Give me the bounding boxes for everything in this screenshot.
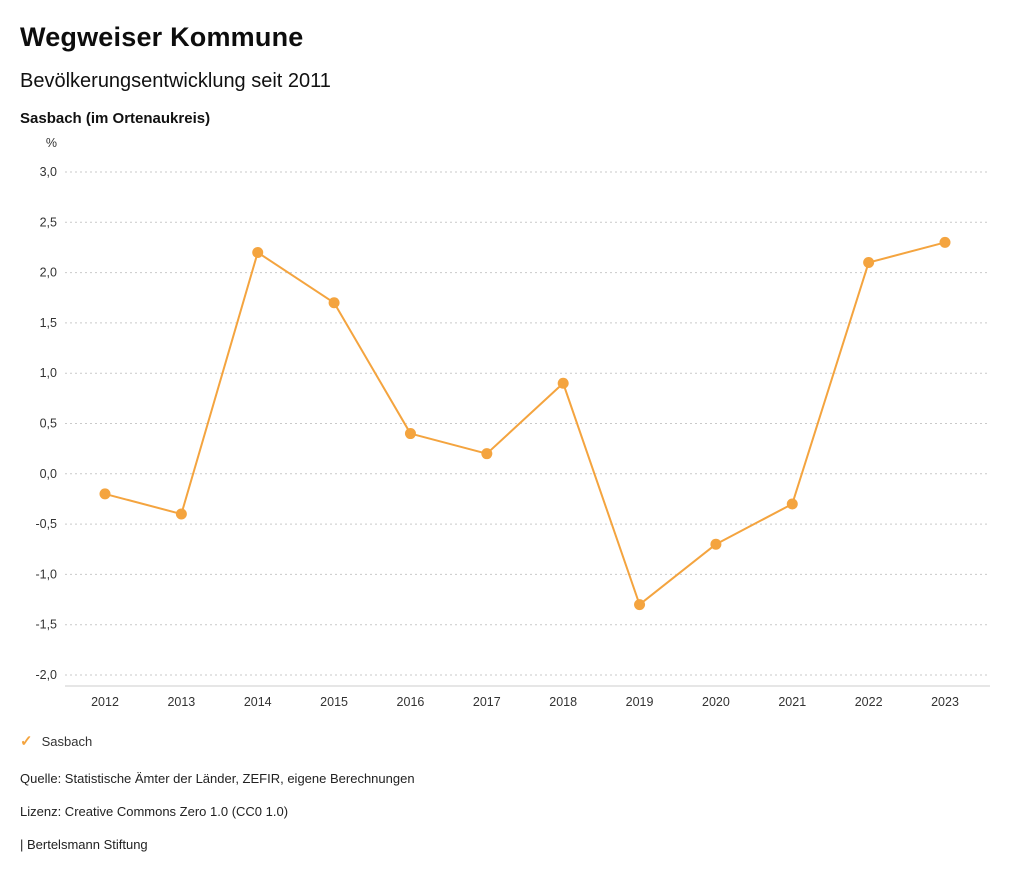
- x-tick-label: 2022: [855, 695, 883, 709]
- x-tick-label: 2015: [320, 695, 348, 709]
- y-tick-label: -1,5: [35, 618, 57, 632]
- x-tick-label: 2021: [778, 695, 806, 709]
- data-point[interactable]: [786, 498, 798, 510]
- series-line: [104, 241, 946, 606]
- x-tick-label: 2018: [549, 695, 577, 709]
- y-tick-label: 0,5: [40, 417, 57, 431]
- x-tick-label: 2014: [244, 695, 272, 709]
- data-point[interactable]: [939, 236, 951, 248]
- legend-item-sasbach[interactable]: ✓ Sasbach: [20, 734, 92, 749]
- chart-footer: Quelle: Statistische Ämter der Länder, Z…: [20, 771, 1004, 852]
- y-tick-label: 0,0: [40, 467, 57, 481]
- x-tick-label: 2023: [931, 695, 959, 709]
- y-tick-label: 3,0: [40, 165, 57, 179]
- legend-check-icon: ✓: [20, 733, 33, 750]
- chart-area: 3,0 2,5 2,0 1,5 1,0 0,5 0,0 -0,5 -1,0 -1,5 -2,0% 20…: [20, 133, 1004, 718]
- data-point[interactable]: [481, 448, 493, 460]
- data-point[interactable]: [863, 257, 875, 269]
- unit-label: %: [46, 136, 57, 150]
- data-point[interactable]: [557, 377, 569, 389]
- data-point[interactable]: [99, 488, 111, 500]
- x-tick-label: 2016: [397, 695, 425, 709]
- wegweiser-kommune-page: Wegweiser Kommune Bevölkerungsentwicklun…: [20, 22, 1004, 852]
- page-title: Wegweiser Kommune: [20, 22, 304, 52]
- data-point[interactable]: [634, 599, 646, 611]
- y-tick-label: -1,0: [35, 567, 57, 581]
- attribution-text: | Bertelsmann Stiftung: [20, 837, 148, 852]
- x-tick-label: 2017: [473, 695, 501, 709]
- x-tick-label: 2012: [91, 695, 119, 709]
- x-tick-label: 2019: [626, 695, 654, 709]
- x-tick-label: 2013: [167, 695, 195, 709]
- y-tick-label: -2,0: [35, 668, 57, 682]
- data-point[interactable]: [710, 538, 722, 550]
- y-tick-label: 2,5: [40, 215, 57, 229]
- legend-label: Sasbach: [41, 734, 93, 749]
- y-tick-label: 2,0: [40, 266, 57, 280]
- data-point[interactable]: [328, 297, 340, 309]
- source-text: Quelle: Statistische Ämter der Länder, Z…: [20, 771, 415, 786]
- y-tick-label: 1,5: [40, 316, 57, 330]
- data-point[interactable]: [252, 246, 264, 258]
- license-text: Lizenz: Creative Commons Zero 1.0 (CC0 1…: [20, 804, 289, 819]
- y-tick-label: 1,0: [40, 366, 57, 380]
- population-line-chart: 3,0 2,5 2,0 1,5 1,0 0,5 0,0 -0,5 -1,0 -1,5 -2,0% 20…: [35, 136, 990, 709]
- region-subtitle: Sasbach (im Ortenaukreis): [20, 110, 211, 127]
- y-tick-label: -0,5: [35, 517, 57, 531]
- data-point[interactable]: [175, 508, 187, 520]
- chart-title: Bevölkerungsentwicklung seit 2011: [20, 70, 331, 92]
- data-point[interactable]: [404, 428, 416, 440]
- x-tick-label: 2020: [702, 695, 730, 709]
